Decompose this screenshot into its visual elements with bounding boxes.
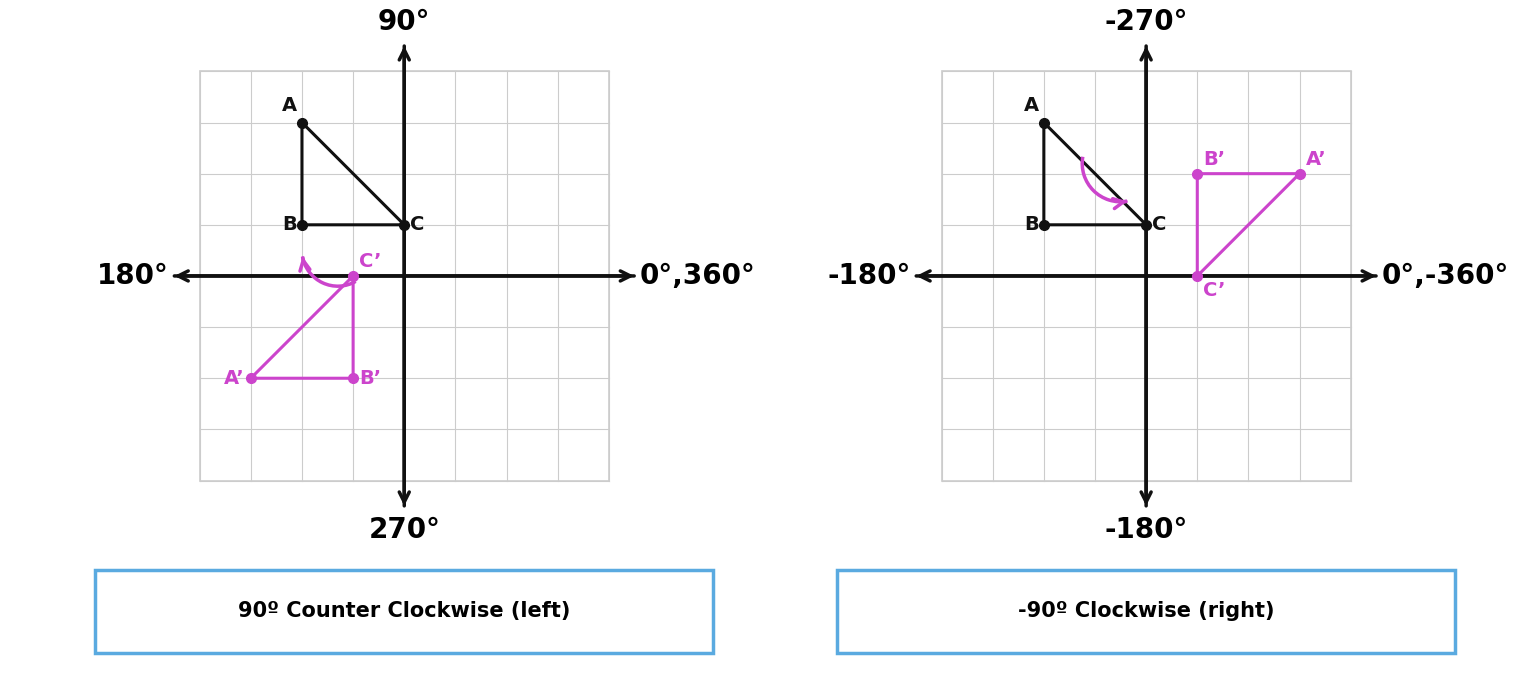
- Text: 90°: 90°: [378, 7, 430, 36]
- Text: B: B: [1024, 215, 1038, 235]
- Text: C: C: [1152, 215, 1167, 235]
- Text: 0°,360°: 0°,360°: [640, 262, 755, 290]
- Text: A’: A’: [1306, 150, 1327, 168]
- Text: 180°: 180°: [97, 262, 169, 290]
- Bar: [199, 71, 610, 481]
- Text: B’: B’: [1204, 150, 1225, 168]
- Bar: [941, 71, 1351, 481]
- FancyBboxPatch shape: [838, 570, 1455, 652]
- Text: B’: B’: [359, 369, 382, 388]
- Text: C’: C’: [359, 252, 382, 271]
- Text: -180°: -180°: [827, 262, 910, 290]
- Text: C: C: [410, 215, 424, 235]
- Text: A: A: [1023, 96, 1038, 115]
- Text: A’: A’: [223, 369, 245, 388]
- Text: A: A: [281, 96, 296, 115]
- Text: C’: C’: [1204, 281, 1227, 300]
- FancyBboxPatch shape: [96, 570, 713, 652]
- Text: -90º Clockwise (right): -90º Clockwise (right): [1018, 601, 1274, 621]
- Text: -180°: -180°: [1105, 516, 1187, 545]
- Text: 270°: 270°: [368, 516, 441, 545]
- Text: 90º Counter Clockwise (left): 90º Counter Clockwise (left): [239, 601, 570, 621]
- Text: -270°: -270°: [1105, 7, 1189, 36]
- Text: B: B: [283, 215, 296, 235]
- Text: 0°,-360°: 0°,-360°: [1382, 262, 1509, 290]
